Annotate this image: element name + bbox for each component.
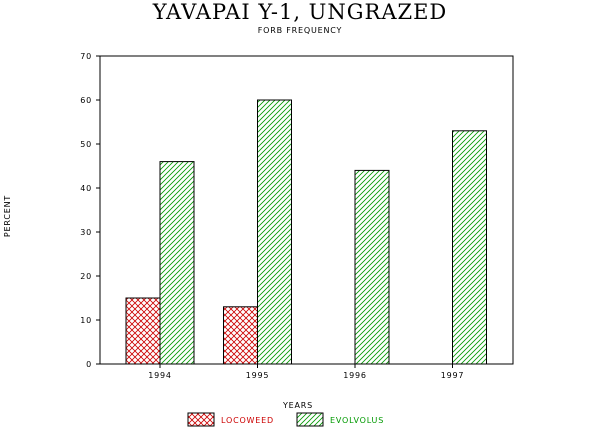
chart-title: YAVAPAI Y-1, UNGRAZED xyxy=(152,0,448,24)
y-tick-label: 60 xyxy=(80,96,92,105)
y-tick-label: 0 xyxy=(86,360,92,369)
bar-evolvolus-1994 xyxy=(159,161,195,365)
y-axis-label: PERCENT xyxy=(3,195,12,237)
bar-locoweed-1995 xyxy=(223,306,258,365)
x-tick-label: 1995 xyxy=(246,371,270,380)
chart-subtitle: FORB FREQUENCY xyxy=(258,26,342,35)
legend-swatch-evolvolus xyxy=(296,412,324,427)
legend-label-evolvolus: EVOLVOLUS xyxy=(330,416,384,425)
x-tick-label: 1997 xyxy=(441,371,465,380)
legend: LOCOWEED EVOLVOLUS xyxy=(187,412,384,427)
y-tick-label: 20 xyxy=(80,272,92,281)
bar-evolvolus-1995 xyxy=(257,99,292,365)
legend-label-locoweed: LOCOWEED xyxy=(221,416,274,425)
x-tick-label: 1996 xyxy=(343,371,367,380)
y-tick-label: 40 xyxy=(80,184,92,193)
bar-evolvolus-1997 xyxy=(452,130,487,365)
bar-evolvolus-1996 xyxy=(354,169,390,365)
plot-area: 0 10 20 30 40 50 60 70 1994 1995 1996 1997 xyxy=(80,52,514,380)
legend-swatch-locoweed xyxy=(187,412,215,427)
y-tick-label: 70 xyxy=(80,52,92,61)
x-tick-label: 1994 xyxy=(148,371,172,380)
y-tick-label: 50 xyxy=(80,140,92,149)
x-axis-label: YEARS xyxy=(282,401,313,410)
y-tick-label: 10 xyxy=(80,316,92,325)
bar-locoweed-1994 xyxy=(125,297,161,365)
plot-frame xyxy=(99,55,514,365)
y-tick-label: 30 xyxy=(80,228,92,237)
